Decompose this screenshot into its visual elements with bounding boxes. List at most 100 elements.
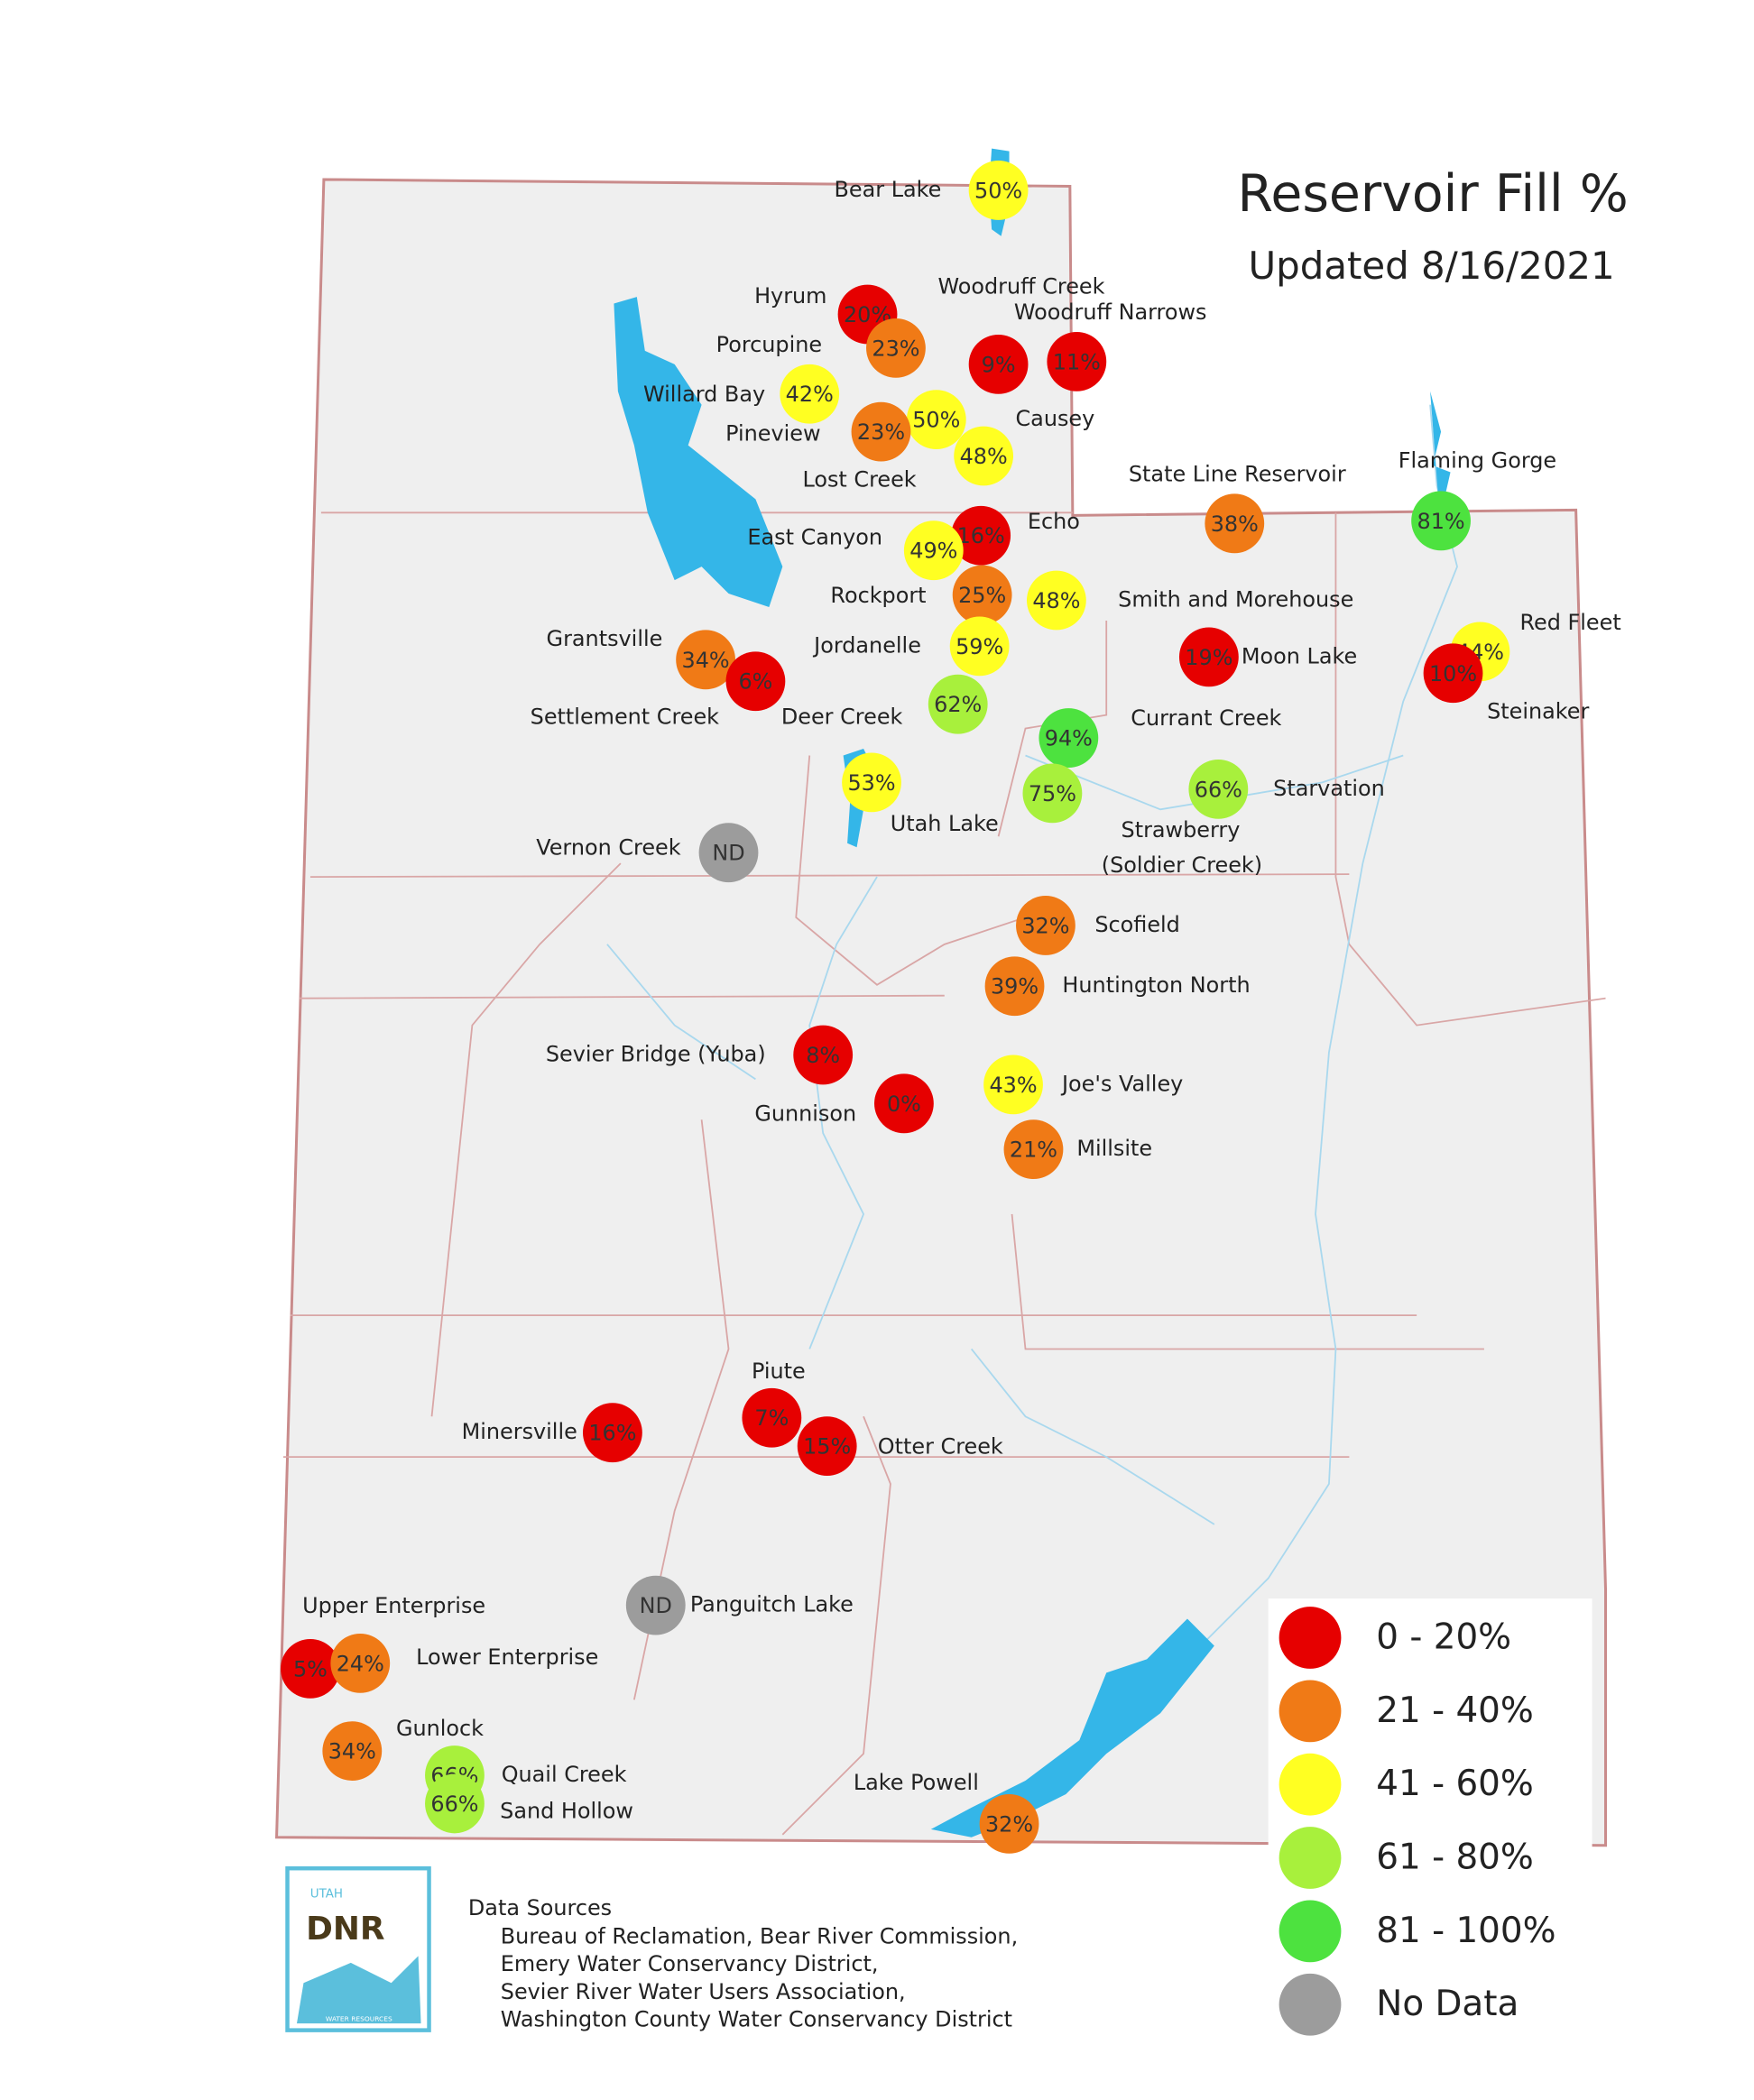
reservoir-fill: 32%	[1021, 913, 1069, 938]
reservoir-name: Moon Lake	[1242, 643, 1357, 668]
sources: Bureau of Reclamation, Bear River Commis…	[501, 1923, 1018, 2031]
reservoir-fill: 11%	[1053, 349, 1101, 374]
reservoir-fill: 25%	[958, 583, 1006, 608]
legend-label: No Data	[1376, 1984, 1519, 2024]
logo: UTAH DNR WATER RESOURCES	[285, 1865, 431, 2032]
reservoir-fill: 24%	[337, 1651, 384, 1676]
source-line: Washington County Water Conservancy Dist…	[501, 2006, 1012, 2031]
reservoir-name: Rockport	[830, 583, 926, 608]
reservoir-marker	[1026, 570, 1086, 631]
reservoir-fill: 49%	[909, 539, 957, 564]
reservoir-name: Starvation	[1273, 776, 1385, 801]
legend-swatch	[1279, 1900, 1342, 1963]
reservoir-fill: 34%	[682, 648, 730, 673]
reservoir-marker	[968, 161, 1029, 220]
reservoir-name: Steinaker	[1487, 699, 1589, 724]
reservoir-name: Grantsville	[547, 626, 663, 651]
reservoir-marker	[949, 616, 1010, 677]
legend-swatch	[1279, 1827, 1342, 1889]
reservoir-marker	[983, 1055, 1043, 1115]
sources-heading: Data Sources	[468, 1895, 612, 1920]
reservoir-name: Vernon Creek	[536, 835, 681, 861]
reservoir-fill: 43%	[989, 1073, 1037, 1098]
great-salt-lake	[614, 297, 783, 608]
reservoir-marker	[330, 1633, 391, 1693]
reservoir-marker	[780, 364, 840, 424]
reservoir-fill: 66%	[430, 1791, 478, 1817]
reservoir-fill: 53%	[847, 770, 895, 796]
reservoir-marker	[742, 1387, 802, 1448]
reservoir-marker	[903, 520, 964, 581]
reservoir-marker	[797, 1416, 857, 1477]
reservoir-marker	[1022, 763, 1083, 824]
reservoir-fill: 9%	[982, 352, 1016, 377]
flaming-gorge-water	[1430, 391, 1458, 533]
source-line: Emery Water Conservancy District,	[501, 1951, 879, 1976]
logo-shape	[296, 1956, 421, 2024]
reservoir-marker	[979, 1793, 1039, 1854]
reservoir-marker	[928, 674, 988, 734]
reservoir-name: Bear Lake	[835, 177, 942, 202]
reservoir-fill: 0%	[887, 1091, 921, 1117]
legend-label: 21 - 40%	[1376, 1690, 1534, 1731]
reservoir-fill: 23%	[872, 336, 919, 361]
reservoir-name: Panguitch Lake	[690, 1592, 854, 1617]
reservoir-name: Lake Powell	[854, 1770, 979, 1795]
reservoir-marker	[1178, 627, 1239, 687]
reservoir-marker	[866, 318, 926, 378]
legend-swatch	[1279, 1753, 1342, 1816]
legend-label: 41 - 60%	[1376, 1764, 1534, 1804]
reservoir-marker	[425, 1773, 485, 1834]
reservoir-fill: 6%	[738, 669, 772, 695]
reservoir-fill: 39%	[991, 974, 1039, 999]
logo-top: UTAH	[310, 1888, 343, 1902]
reservoir-marker	[954, 426, 1014, 486]
reservoir-marker	[968, 334, 1029, 394]
legend-label: 81 - 100%	[1376, 1911, 1556, 1951]
source-line: Bureau of Reclamation, Bear River Commis…	[501, 1923, 1018, 1948]
reservoir-marker	[952, 565, 1012, 625]
reservoir-marker	[583, 1403, 642, 1463]
reservoir-name: Lost Creek	[802, 466, 916, 492]
reservoir-name: Currant Creek	[1131, 705, 1281, 731]
map-subtitle: Updated 8/16/2021	[1249, 244, 1615, 288]
reservoir-fill: ND	[640, 1593, 672, 1618]
reservoir-marker	[984, 956, 1045, 1017]
reservoir-fill: 42%	[786, 382, 834, 407]
reservoir-marker	[906, 390, 966, 450]
reservoir-name: Minersville	[462, 1419, 577, 1444]
reservoir-name: Huntington North	[1062, 972, 1250, 998]
reservoir-marker	[842, 752, 901, 813]
reservoir-marker	[322, 1721, 383, 1781]
reservoir-name: Lower Enterprise	[416, 1644, 598, 1670]
reservoir-fill: 32%	[985, 1811, 1033, 1837]
legend-label: 0 - 20%	[1376, 1616, 1511, 1657]
reservoir-marker	[698, 823, 759, 883]
reservoir-name: Strawberry	[1122, 817, 1241, 843]
reservoir-marker	[1047, 331, 1107, 391]
reservoir-fill: 16%	[588, 1421, 636, 1446]
reservoir-name: State Line Reservoir	[1129, 461, 1346, 486]
legend-label: 61 - 80%	[1376, 1838, 1534, 1878]
reservoir-name: Settlement Creek	[531, 705, 720, 730]
reservoir-name: Upper Enterprise	[302, 1593, 485, 1618]
reservoir-name: Hyrum	[754, 283, 826, 309]
reservoir-marker	[793, 1025, 854, 1085]
reservoir-fill: 48%	[1032, 588, 1080, 613]
reservoir-name: Willard Bay	[643, 382, 765, 407]
reservoir-fill: 34%	[328, 1739, 376, 1764]
reservoir-marker	[1003, 1119, 1064, 1180]
reservoir-name: Gunlock	[396, 1716, 484, 1741]
reservoir-name: Causey	[1015, 406, 1094, 431]
reservoir-marker	[1411, 491, 1471, 551]
reservoir-name: Quail Creek	[502, 1762, 627, 1787]
reservoir-marker	[676, 630, 735, 690]
legend-swatch	[1279, 1607, 1342, 1669]
reservoir-name: Woodruff Narrows	[1014, 299, 1207, 325]
reservoir-marker	[1016, 896, 1075, 955]
legend: 0 - 20% 21 - 40% 41 - 60% 61 - 80% 81 - 100%…	[1268, 1598, 1592, 2044]
reservoir-fill: 50%	[974, 178, 1022, 203]
reservoir-name: Flaming Gorge	[1399, 448, 1556, 474]
